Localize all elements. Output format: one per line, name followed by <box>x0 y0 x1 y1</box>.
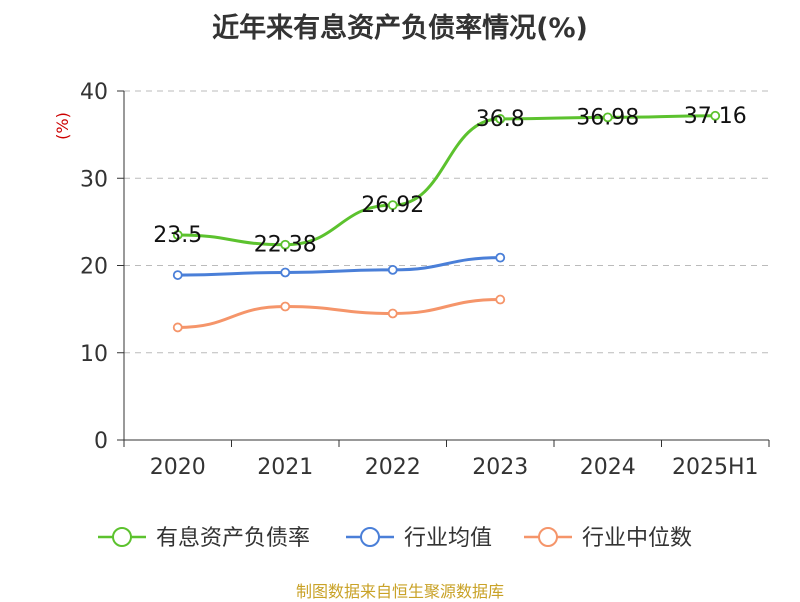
axes: 0 10 20 30 40 (%) 2020 2021 2022 2023 2024 2025H1 <box>53 80 770 480</box>
data-point <box>172 322 183 333</box>
x-tick-label: 2024 <box>580 455 636 480</box>
series-line-1 <box>177 256 501 277</box>
data-point <box>710 110 721 121</box>
legend-item[interactable]: 行业均值 <box>346 526 492 551</box>
x-tick-label: 2020 <box>150 455 206 480</box>
series-line-2 <box>177 298 501 329</box>
data-point <box>280 239 291 250</box>
legend-label: 有息资产负债率 <box>156 526 310 551</box>
data-point <box>172 230 183 240</box>
data-label: 37.16 <box>684 104 747 129</box>
data-point <box>280 301 291 312</box>
data-label: 22.38 <box>254 233 317 258</box>
y-tick-label: 0 <box>94 429 108 454</box>
series-lines <box>172 110 721 333</box>
data-point <box>387 308 398 319</box>
legend-swatch-marker <box>112 527 132 547</box>
y-tick-label: 10 <box>80 342 108 367</box>
legend-swatch-marker <box>538 527 558 547</box>
legend-label: 行业中位数 <box>582 526 692 551</box>
data-point <box>495 294 506 305</box>
data-label: 26.92 <box>361 193 424 218</box>
data-label: 36.8 <box>476 107 525 132</box>
legend-label: 行业均值 <box>404 526 492 551</box>
chart-title: 近年来有息资产负债率情况(%) <box>212 13 588 44</box>
y-tick-label: 20 <box>80 255 108 280</box>
y-tick-label: 30 <box>80 167 108 192</box>
legend[interactable]: 有息资产负债率 行业均值 行业中位数 <box>98 526 692 551</box>
data-point <box>387 264 398 275</box>
x-tick-label: 2025H1 <box>672 455 759 480</box>
legend-item[interactable]: 有息资产负债率 <box>98 526 310 551</box>
data-point <box>495 252 506 263</box>
data-point <box>495 114 506 124</box>
y-axis-label: (%) <box>53 112 72 140</box>
data-label: 36.98 <box>576 105 639 130</box>
x-tick-label: 2021 <box>257 455 313 480</box>
data-point <box>602 112 613 123</box>
series-line-0 <box>177 114 716 247</box>
data-point <box>280 267 291 278</box>
data-label: 23.5 <box>153 223 202 248</box>
legend-item[interactable]: 行业中位数 <box>524 526 692 551</box>
data-labels: 23.5 22.38 26.92 36.8 36.98 37.16 <box>153 104 746 258</box>
x-tick-label: 2022 <box>365 455 421 480</box>
source-footer: 制图数据来自恒生聚源数据库 <box>295 582 504 601</box>
legend-swatch-marker <box>360 527 380 547</box>
data-point <box>172 270 183 280</box>
y-tick-label: 40 <box>80 80 108 105</box>
grid <box>124 90 769 354</box>
x-tick-label: 2023 <box>472 455 528 480</box>
data-point <box>387 200 398 211</box>
